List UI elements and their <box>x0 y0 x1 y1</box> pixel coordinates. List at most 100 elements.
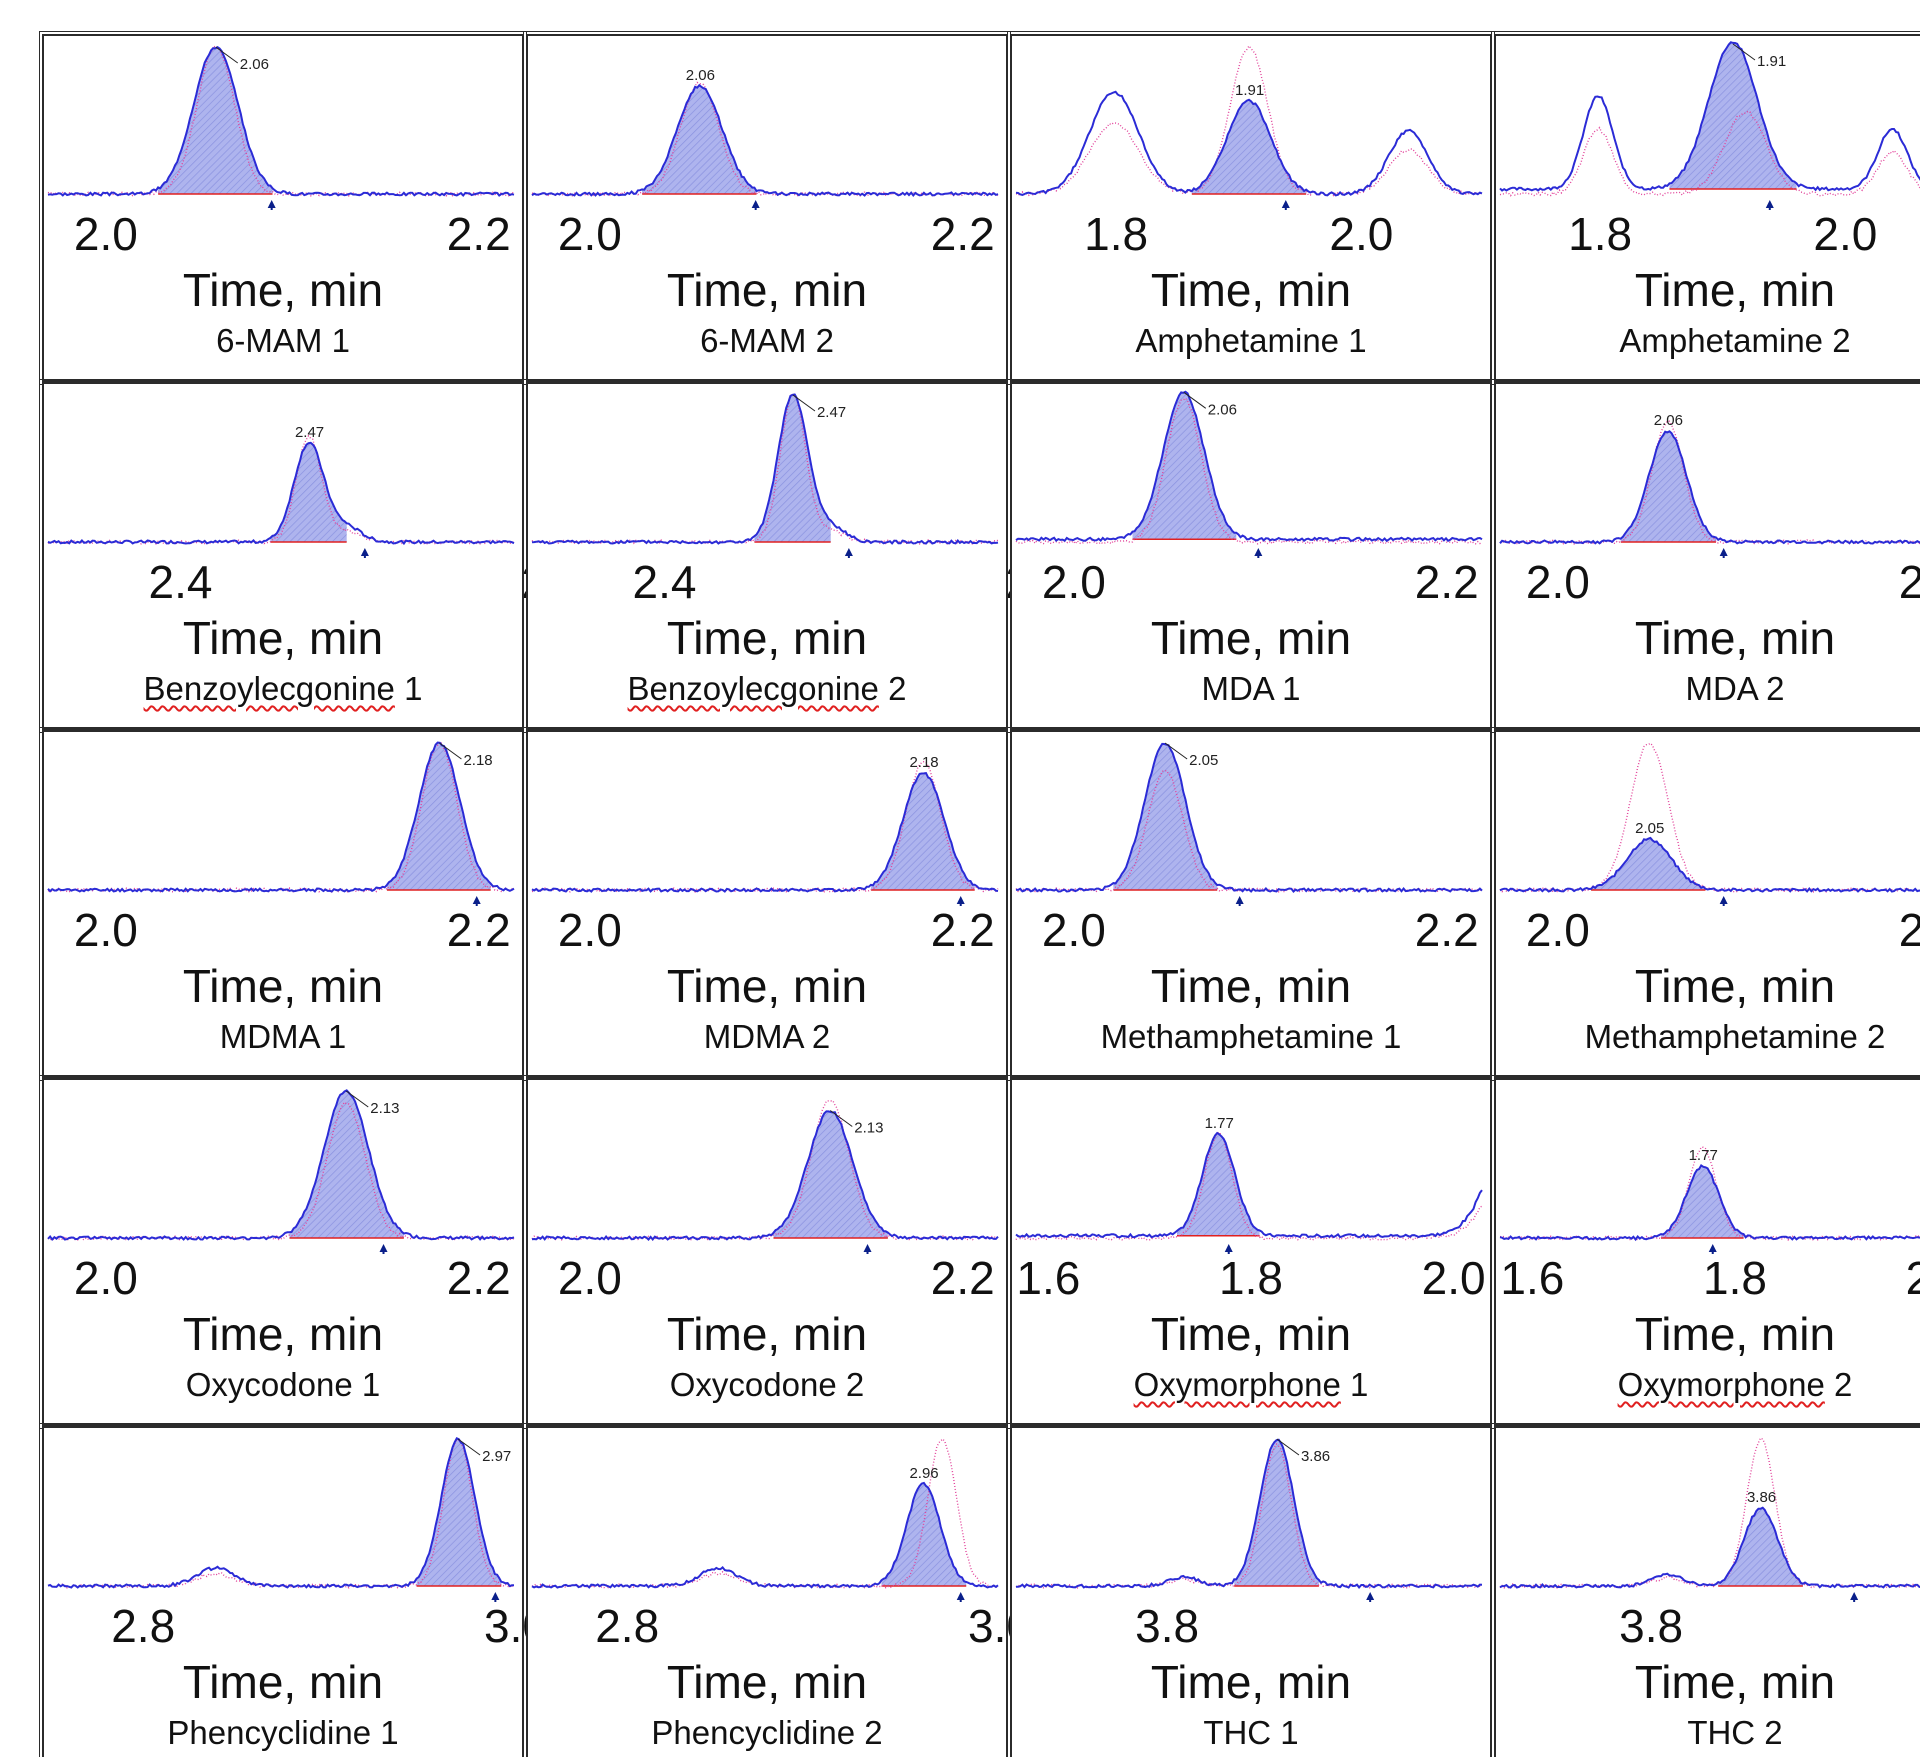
reference-trace <box>1015 1442 1483 1590</box>
trace-plot: 2.47 <box>531 392 999 558</box>
panel-caption: MDA 1 <box>1012 670 1490 708</box>
x-tick-label: 2.0 <box>557 904 622 956</box>
x-tick-row: 2.8 3.0 <box>528 1600 1032 1652</box>
apex-leader-line <box>345 1090 369 1108</box>
trace-plot: 2.97 <box>47 1436 515 1602</box>
trace-plot: 3.86 <box>1015 1438 1483 1602</box>
reference-trace <box>1499 742 1920 894</box>
x-tick-row: 2.0 2.2 <box>1012 556 1490 608</box>
apex-leader-line <box>1276 1438 1300 1456</box>
caption-analyte: THC <box>1687 1714 1756 1751</box>
panel-caption: Phencyclidine 2 <box>528 1714 1006 1752</box>
chromatogram-panel: 2.97 2.8 3.0 Time, min Phencyclidine 1 <box>39 1423 548 1757</box>
chromatogram-panel: 2.13 2.0 2.2 Time, min Oxycodone 1 <box>39 1075 527 1429</box>
x-tick-label: 2.4 <box>632 556 697 608</box>
reference-trace <box>1499 420 1920 545</box>
x-tick-label: 1.8 <box>1703 1252 1767 1304</box>
x-axis-title: Time, min <box>666 1308 868 1360</box>
x-tick-label: 2.0 <box>73 208 138 260</box>
caption-analyte: Methamphetamine <box>1100 1018 1374 1055</box>
caption-analyte: MDA <box>1685 670 1757 707</box>
apex-label: 1.77 <box>1205 1115 1234 1132</box>
chromatogram-panel: 2.06 2.0 2.2 Time, min MDA 2 <box>1491 379 1920 733</box>
x-axis-title: Time, min <box>182 1656 384 1708</box>
integrated-peak-area <box>1234 1439 1319 1586</box>
caption-analyte: MDA <box>1201 670 1273 707</box>
panel-caption: Oxycodone 2 <box>528 1366 1006 1404</box>
expected-rt-marker <box>491 1592 500 1602</box>
chromatogram-panel: 2.13 2.0 2.2 Time, min Oxycodone 2 <box>523 1075 1011 1429</box>
x-tick-label: 2.0 <box>1525 556 1590 608</box>
apex-label: 2.13 <box>854 1120 883 1137</box>
panel-caption: 6-MAM 1 <box>44 322 522 360</box>
trace-plot: 2.05 <box>1015 742 1483 906</box>
x-axis-title: Time, min <box>1634 1308 1836 1360</box>
x-tick-label: 2.2 <box>1898 904 1920 956</box>
apex-leader-line <box>1164 742 1188 760</box>
caption-analyte: Oxycodone <box>669 1366 837 1403</box>
x-tick-label: 2.0 <box>73 1252 138 1304</box>
x-tick-label: 2.2 <box>930 1252 995 1304</box>
integrated-peak-area <box>1661 1165 1744 1238</box>
reference-trace <box>1015 769 1483 893</box>
x-axis-title: Time, min <box>182 264 384 316</box>
caption-analyte: 6-MAM <box>216 322 323 359</box>
x-tick-label: 2.0 <box>557 208 622 260</box>
chromatogram-panel: 2.18 2.0 2.2 Time, min MDMA 2 <box>523 727 1011 1081</box>
panel-caption: Benzoylecgonine 2 <box>528 670 1006 708</box>
expected-rt-marker <box>1281 200 1290 210</box>
x-tick-label: 2.2 <box>446 208 511 260</box>
apex-leader-line <box>792 394 816 412</box>
caption-analyte: Benzoylecgonine <box>627 670 879 707</box>
caption-transition: 1 <box>1373 1018 1402 1055</box>
panel-caption: Benzoylecgonine 1 <box>44 670 522 708</box>
apex-label: 1.77 <box>1689 1147 1718 1164</box>
caption-transition: 2 <box>1823 322 1851 359</box>
panel-caption: MDA 2 <box>1496 670 1920 708</box>
apex-label: 2.05 <box>1189 752 1218 769</box>
panel-caption: Methamphetamine 2 <box>1496 1018 1920 1056</box>
apex-label: 2.97 <box>482 1448 511 1465</box>
x-tick-row: 1.6 1.8 2.0 <box>1012 1252 1490 1304</box>
caption-analyte: Amphetamine <box>1135 322 1340 359</box>
x-tick-label: 1.8 <box>1219 1252 1283 1304</box>
trace-plot: 2.06 <box>1499 412 1920 558</box>
integrated-peak-area <box>1132 391 1237 540</box>
apex-leader-line <box>439 742 462 760</box>
x-tick-label: 2.0 <box>1813 208 1878 260</box>
reference-trace <box>531 392 999 545</box>
x-tick-label: 2.0 <box>1525 904 1590 956</box>
integrated-peak-area <box>754 394 831 542</box>
apex-label: 2.13 <box>370 1100 399 1117</box>
caption-analyte: Methamphetamine <box>1584 1018 1858 1055</box>
primary-trace <box>1499 430 1920 545</box>
apex-label: 1.91 <box>1757 53 1786 70</box>
x-tick-label: 2.2 <box>1414 904 1479 956</box>
apex-leader-line <box>457 1438 481 1456</box>
integrated-peak-area <box>642 85 757 194</box>
x-axis-title: Time, min <box>1150 612 1352 664</box>
caption-analyte: MDMA <box>219 1018 319 1055</box>
x-tick-label: 2.0 <box>73 904 138 956</box>
apex-label: 1.91 <box>1235 82 1264 99</box>
apex-label: 2.18 <box>909 754 938 771</box>
x-tick-label: 2.0 <box>1905 1252 1920 1304</box>
x-tick-row: 2.42.6 <box>528 556 1069 608</box>
x-tick-row: 2.0 2.2 <box>1012 904 1490 956</box>
expected-rt-marker <box>1366 1592 1375 1602</box>
reference-trace <box>47 434 515 545</box>
apex-label: 2.47 <box>295 424 324 441</box>
trace-plot: 2.96 <box>531 1437 999 1602</box>
x-tick-label: 2.8 <box>111 1600 176 1652</box>
chromatogram-panel: 2.47 2.42.6Time, min Benzoylecgonine 1 <box>39 379 585 733</box>
primary-trace <box>1015 742 1483 893</box>
x-tick-row: 1.8 2.0 <box>1012 208 1490 260</box>
x-axis-title: Time, min <box>1634 1656 1836 1708</box>
apex-label: 2.96 <box>909 1465 938 1482</box>
integrated-peak-area <box>1191 99 1307 194</box>
apex-leader-line <box>215 46 239 64</box>
primary-trace <box>1015 390 1483 543</box>
panel-caption: Oxymorphone 2 <box>1496 1366 1920 1404</box>
integrated-peak-area <box>773 1111 888 1238</box>
